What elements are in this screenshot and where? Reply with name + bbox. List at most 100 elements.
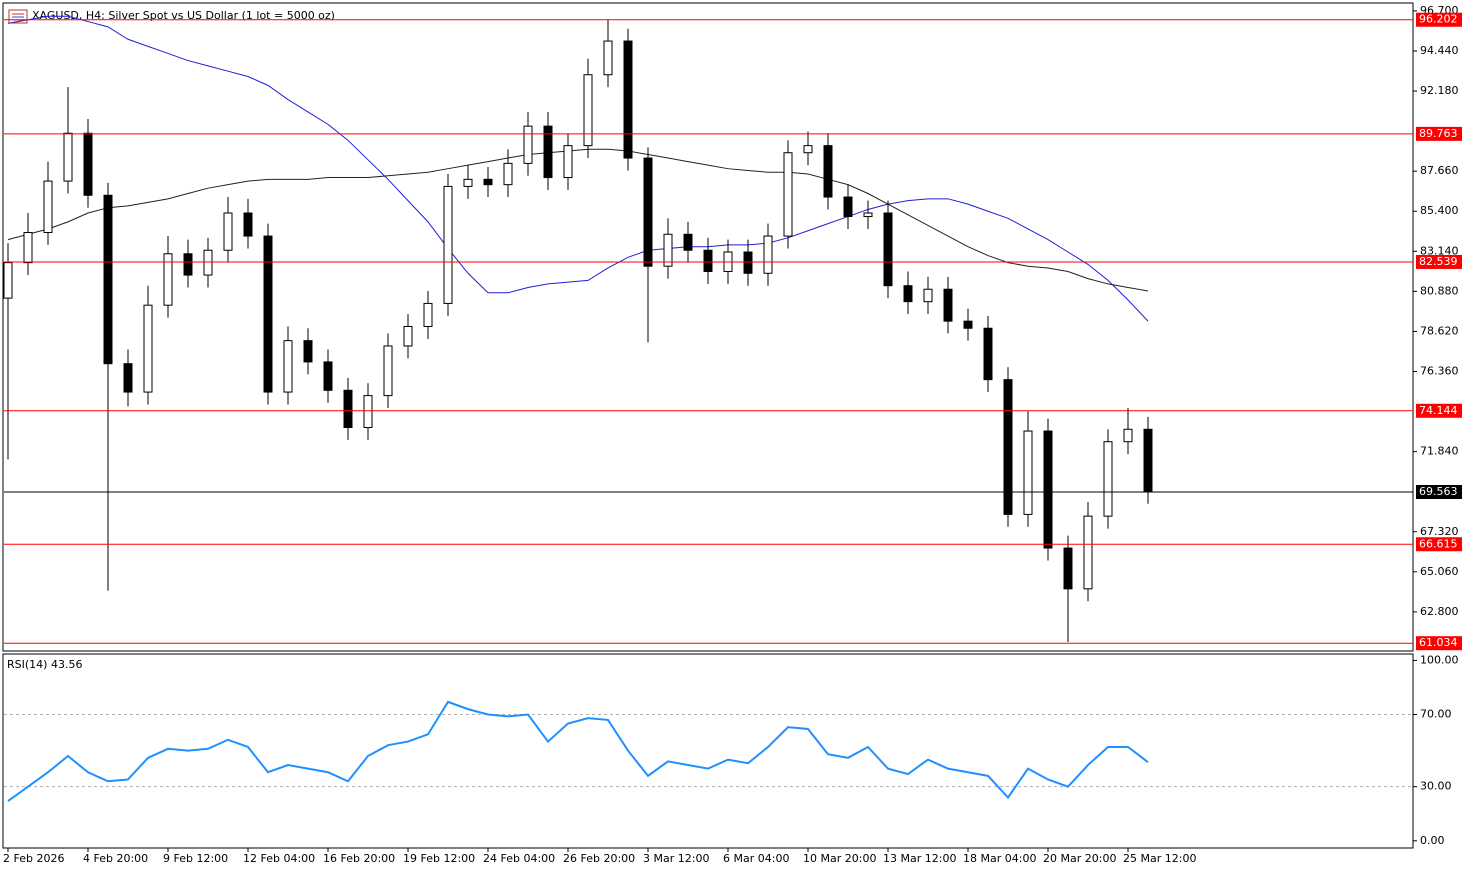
y-tick-label: 70.00: [1420, 708, 1452, 721]
candle-body: [1003, 379, 1013, 515]
y-tick-label: 78.620: [1420, 324, 1459, 337]
candle-body: [43, 180, 53, 234]
candle-body: [423, 302, 433, 327]
level-tag: [1416, 403, 1462, 418]
level-label: 96.202: [1419, 13, 1458, 26]
y-tick-label: 76.360: [1420, 364, 1459, 377]
y-tick-label: 94.440: [1420, 44, 1459, 57]
moving-average: [7, 15, 1149, 322]
x-tick-label: 18 Mar 04:00: [963, 852, 1036, 865]
candle-body: [983, 327, 993, 381]
candle-body: [103, 194, 113, 365]
level-tag: [1416, 254, 1462, 269]
level-tag: [1416, 537, 1462, 552]
candle-body: [183, 253, 193, 276]
candle-body: [363, 395, 373, 429]
rsi-name: RSI(14): [7, 658, 47, 671]
y-tick-label: 100.00: [1420, 653, 1459, 666]
candle-body: [463, 178, 473, 187]
candle-body: [443, 185, 453, 304]
y-tick-label: 30.00: [1420, 780, 1452, 793]
rsi-line: [7, 700, 1149, 802]
candle-body: [763, 235, 773, 274]
y-tick-label: 92.180: [1420, 84, 1459, 97]
candle-body: [143, 304, 153, 393]
candle-body: [623, 40, 633, 159]
y-tick-label: 67.320: [1420, 525, 1459, 538]
candle-body: [343, 389, 353, 429]
candle-body: [923, 288, 933, 303]
candle-body: [543, 125, 553, 179]
candle-body: [283, 340, 293, 393]
candle-body: [863, 212, 873, 218]
x-tick-label: 12 Feb 04:00: [243, 852, 315, 865]
level-tag: [1416, 636, 1462, 651]
candle-body: [523, 125, 533, 164]
y-tick-label: 80.880: [1420, 284, 1459, 297]
candle-body: [1103, 441, 1113, 517]
x-tick-label: 26 Feb 20:00: [563, 852, 635, 865]
candle-body: [603, 40, 613, 76]
candle-body: [883, 212, 893, 287]
level-label: 89.763: [1419, 127, 1458, 140]
candle-body: [403, 325, 413, 347]
y-tick-label: 83.140: [1420, 244, 1459, 257]
candle-body: [1063, 547, 1073, 590]
x-tick-label: 24 Feb 04:00: [483, 852, 555, 865]
price-label: 69.563: [1419, 485, 1458, 498]
candle-body: [563, 145, 573, 179]
candle-body: [583, 74, 593, 147]
level-label: 61.034: [1419, 636, 1458, 649]
x-tick-label: 10 Mar 20:00: [803, 852, 876, 865]
candle-body: [483, 178, 493, 186]
candle-body: [663, 233, 673, 267]
candle-body: [1123, 428, 1133, 443]
candle-body: [783, 152, 793, 237]
x-tick-label: 13 Mar 12:00: [883, 852, 956, 865]
candle-body: [383, 345, 393, 397]
candle-body: [943, 288, 953, 322]
candle-body: [963, 320, 973, 329]
candle-body: [1083, 515, 1093, 590]
moving-average: [7, 148, 1149, 292]
candle-body: [83, 132, 93, 196]
y-tick-label: 85.400: [1420, 204, 1459, 217]
candle-body: [1043, 430, 1053, 549]
candle-body: [3, 262, 13, 299]
level-tag: [1416, 126, 1462, 141]
x-tick-label: 3 Mar 12:00: [643, 852, 709, 865]
x-tick-label: 19 Feb 12:00: [403, 852, 475, 865]
candle-body: [803, 145, 813, 154]
candle-body: [303, 340, 313, 363]
candle-body: [163, 253, 173, 306]
level-label: 82.539: [1419, 255, 1458, 268]
level-label: 66.615: [1419, 537, 1458, 550]
price-tag: [1416, 484, 1462, 499]
candle-body: [643, 157, 653, 267]
y-tick-label: 0.00: [1420, 834, 1445, 847]
level-tag: [1416, 12, 1462, 27]
x-tick-label: 9 Feb 12:00: [163, 852, 228, 865]
y-tick-label: 65.060: [1420, 565, 1459, 578]
candle-body: [323, 361, 333, 391]
candle-body: [63, 132, 73, 182]
x-tick-label: 20 Mar 20:00: [1043, 852, 1116, 865]
x-tick-label: 6 Mar 04:00: [723, 852, 789, 865]
x-tick-label: 16 Feb 20:00: [323, 852, 395, 865]
candle-body: [843, 196, 853, 218]
rsi-value: 43.56: [51, 658, 83, 671]
candle-body: [1143, 428, 1153, 493]
candle-body: [703, 249, 713, 273]
rsi-panel-frame: [2, 653, 1414, 849]
candle-body: [743, 251, 753, 274]
candle-body: [243, 212, 253, 237]
candle-body: [823, 145, 833, 198]
level-label: 74.144: [1419, 404, 1458, 417]
price-panel-frame: [2, 2, 1414, 652]
candle-body: [903, 285, 913, 303]
candle-body: [223, 212, 233, 251]
x-tick-label: 25 Mar 12:00: [1123, 852, 1196, 865]
candle-body: [683, 233, 693, 251]
y-tick-label: 62.800: [1420, 605, 1459, 618]
